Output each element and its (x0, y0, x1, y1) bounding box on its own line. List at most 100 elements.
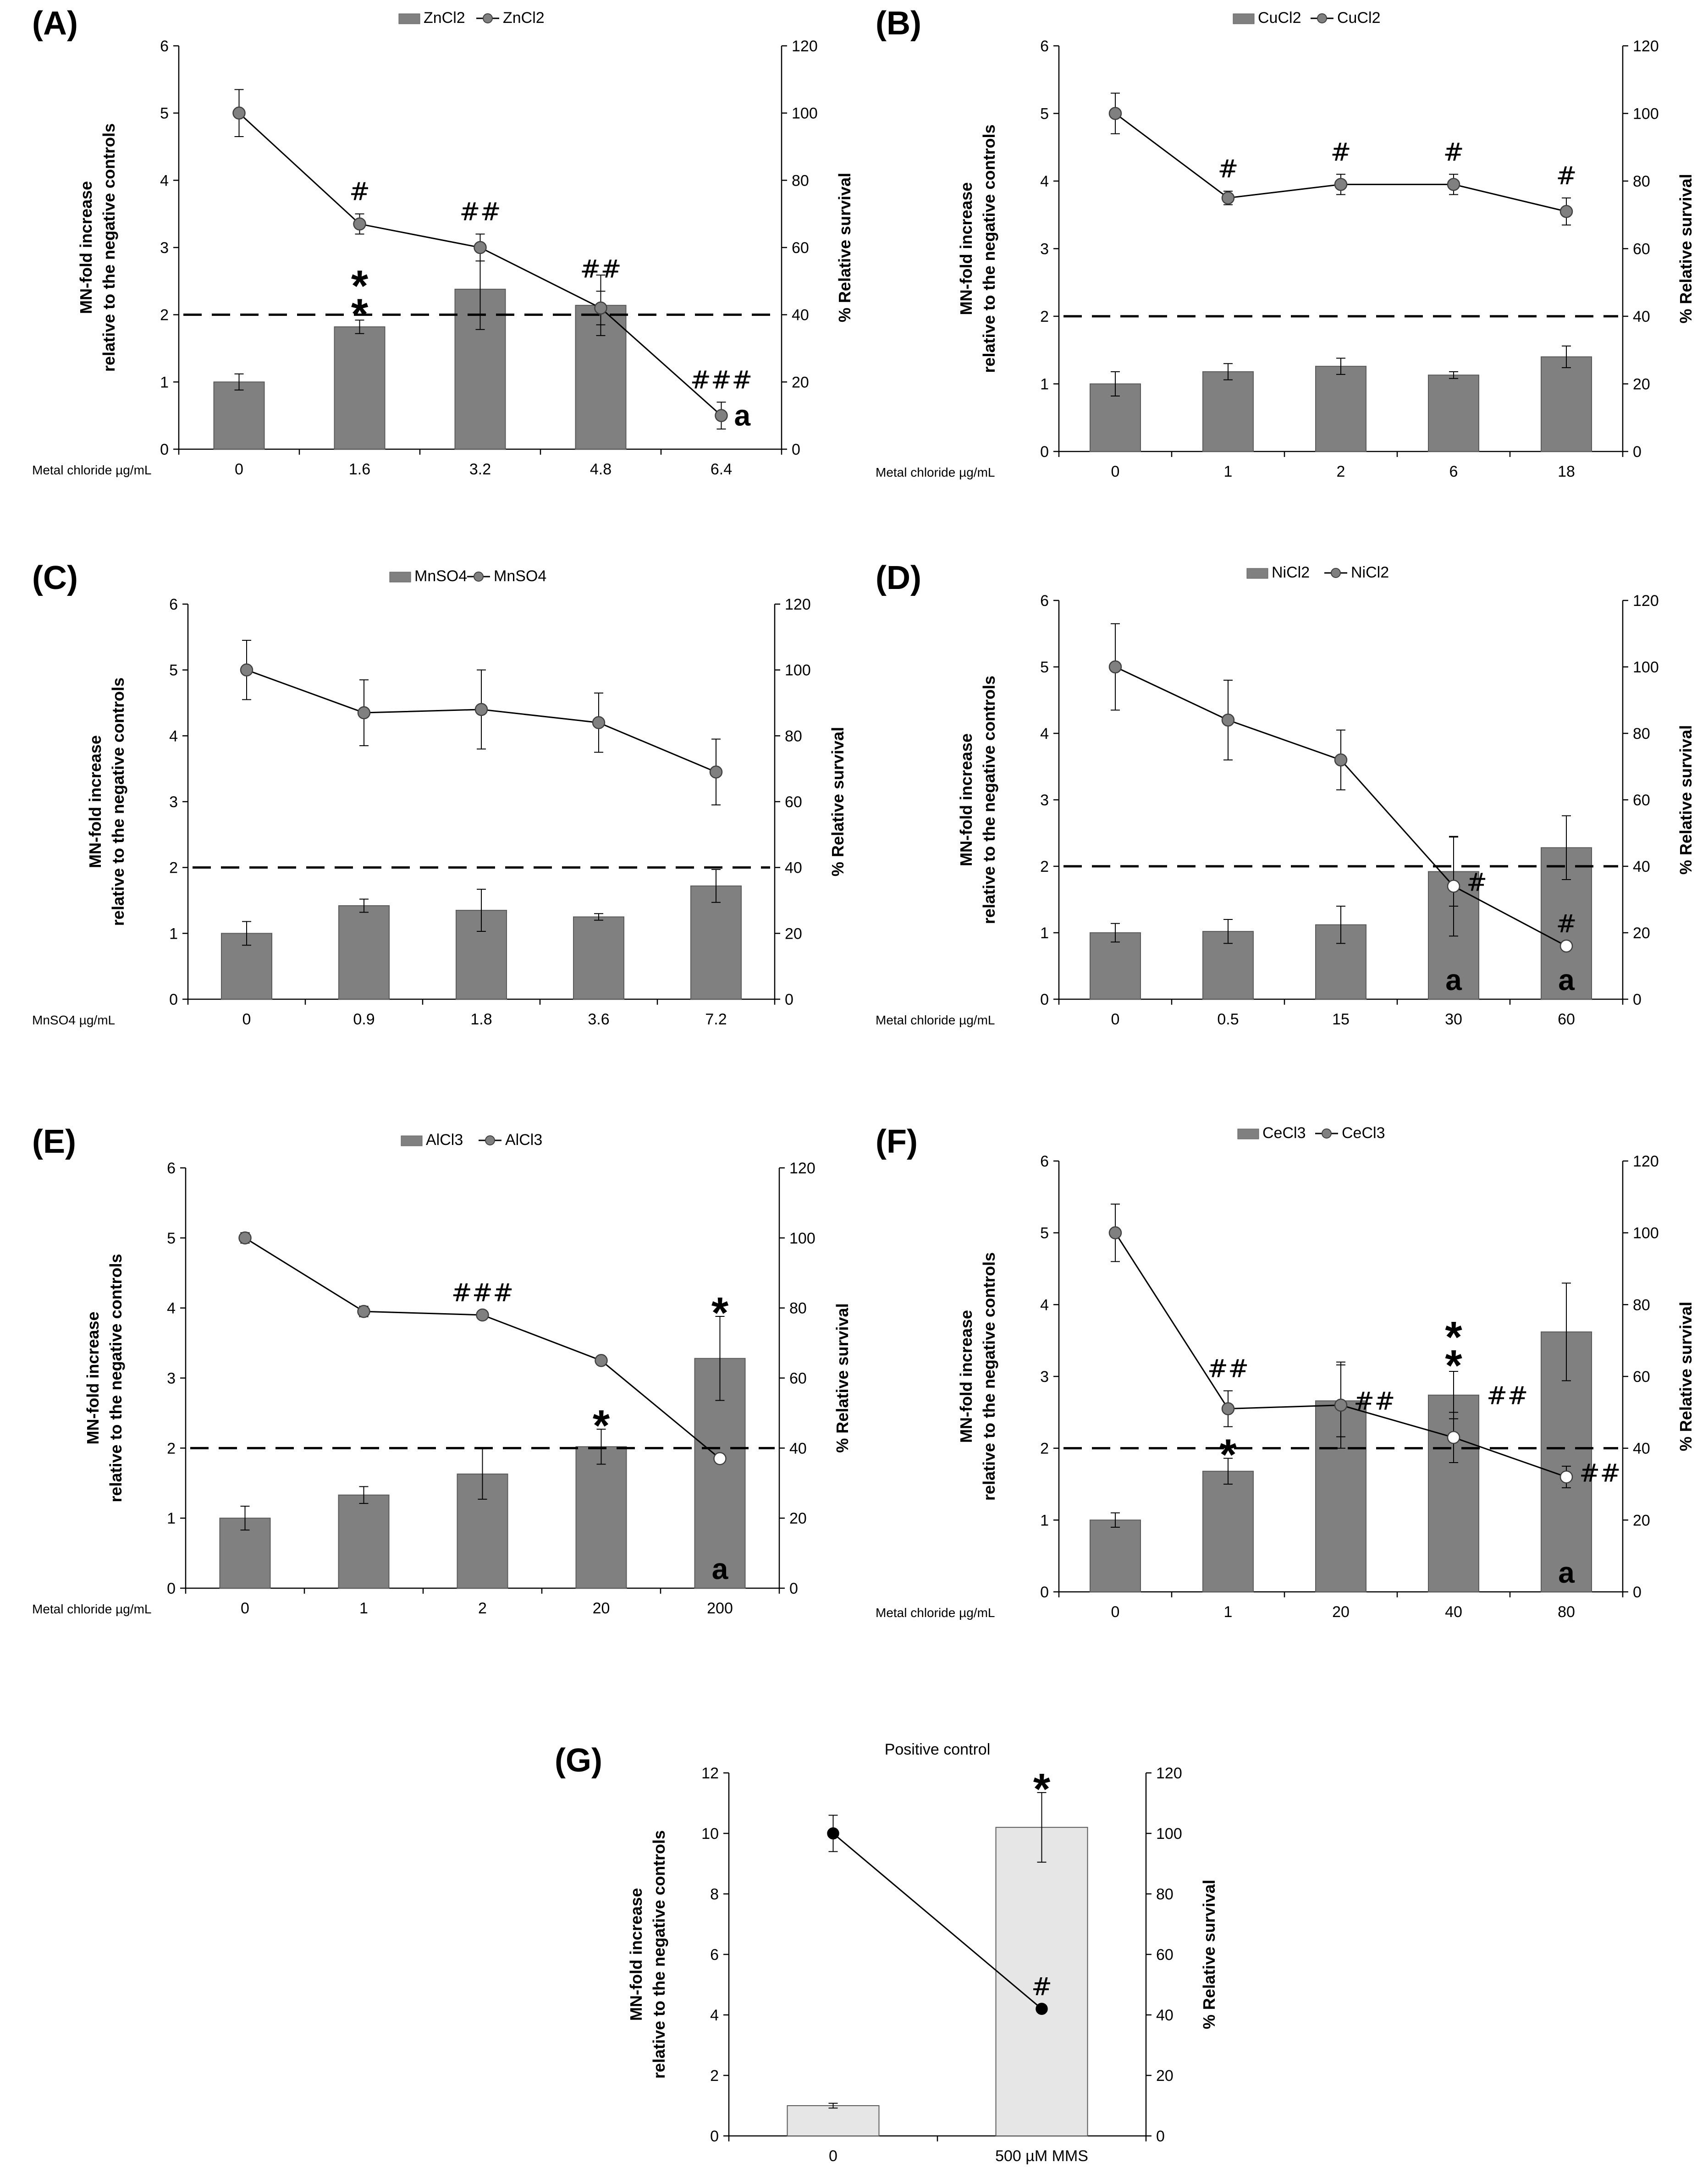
annotation-label: * (711, 1288, 729, 1337)
left-axis-title-line2: relative to the negative controls (99, 123, 118, 372)
survival-point (1221, 1402, 1235, 1415)
category-label: 2 (478, 1600, 487, 1617)
right-tick-label: 80 (785, 727, 802, 745)
right-tick-label: 100 (785, 662, 811, 679)
left-axis-title-line2: relative to the negative controls (106, 1254, 125, 1502)
right-axis-title: % Relative survival (1676, 725, 1695, 875)
legend-bar-swatch (389, 572, 411, 583)
category-label: 40 (1445, 1603, 1462, 1621)
left-tick-label: 0 (169, 991, 178, 1008)
left-axis-title-line2: relative to the negative controls (109, 677, 127, 926)
legend-dot-swatch (1322, 1128, 1332, 1139)
left-tick-label: 2 (1040, 1440, 1049, 1458)
category-label: 0 (1111, 463, 1120, 480)
survival-point (1221, 191, 1235, 205)
category-label: 18 (1558, 463, 1575, 480)
right-tick-label: 60 (792, 239, 809, 257)
panel-letter: (A) (32, 5, 78, 42)
left-axis-title-line1: MN-fold increase (957, 733, 975, 866)
left-tick-label: 1 (160, 374, 169, 391)
left-axis-title-line2: relative to the negative controls (980, 676, 998, 924)
survival-point (238, 1231, 252, 1245)
legend-dot-swatch (483, 13, 493, 23)
annotation-label: ## (1579, 1458, 1621, 1487)
left-tick-label: 1 (167, 1510, 176, 1527)
bar (1315, 366, 1366, 452)
left-tick-label: 6 (710, 1946, 719, 1964)
right-axis-title: % Relative survival (1676, 174, 1695, 323)
survival-point (1108, 107, 1122, 120)
legend-label-bars: MnSO4 (414, 567, 467, 585)
category-label: 1.8 (470, 1011, 492, 1028)
legend-bar-swatch (1246, 568, 1268, 579)
right-axis-title: % Relative survival (833, 1303, 852, 1453)
right-tick-label: 60 (1633, 241, 1650, 258)
right-tick-label: 20 (789, 1510, 807, 1527)
legend-label-bars: AlCl3 (426, 1131, 463, 1149)
right-tick-label: 20 (1633, 1512, 1650, 1529)
category-label: 0 (241, 1600, 249, 1617)
right-tick-label: 0 (785, 991, 793, 1008)
significance-star-upper: * (1445, 1313, 1462, 1362)
right-tick-label: 60 (785, 793, 802, 811)
legend-dot-swatch (1317, 13, 1327, 23)
left-tick-label: 5 (1040, 105, 1049, 123)
legend-dot-swatch (485, 1135, 495, 1145)
category-label: 200 (707, 1600, 733, 1617)
survival-point (1334, 1398, 1348, 1412)
legend-label-line: ZnCl2 (503, 9, 545, 27)
left-axis-title-line1: MN-fold increase (83, 1311, 102, 1444)
right-tick-label: 100 (1633, 659, 1659, 676)
left-tick-label: 4 (710, 2007, 719, 2024)
bar (575, 1446, 627, 1589)
category-label: 6.4 (711, 461, 732, 478)
left-tick-label: 0 (1040, 1584, 1049, 1601)
right-tick-label: 120 (789, 1160, 815, 1177)
left-axis-title-line2: relative to the negative controls (980, 1252, 998, 1501)
right-tick-label: 80 (1633, 173, 1650, 190)
bar (690, 885, 742, 1000)
x-axis-prefix-label: MnSO4 µg/mL (32, 1013, 115, 1027)
bar (995, 1827, 1088, 2137)
legend-bar-swatch (1237, 1128, 1259, 1139)
annotation-label: a (712, 1552, 728, 1585)
survival-point (1108, 660, 1122, 674)
left-tick-label: 10 (701, 1825, 719, 1843)
left-tick-label: 5 (160, 105, 169, 122)
survival-point (594, 301, 607, 315)
right-tick-label: 120 (1633, 592, 1659, 610)
right-tick-label: 60 (1156, 1946, 1174, 1964)
right-tick-label: 20 (792, 374, 809, 391)
right-tick-label: 0 (1633, 991, 1642, 1008)
left-tick-label: 1 (1040, 1512, 1049, 1529)
left-tick-label: 12 (701, 1765, 719, 1782)
right-tick-label: 0 (1633, 1584, 1642, 1601)
significance-star-lower: * (351, 290, 369, 339)
right-tick-label: 40 (789, 1440, 807, 1457)
left-tick-label: 5 (1040, 1225, 1049, 1242)
left-axis-title-line1: MN-fold increase (957, 1310, 975, 1443)
left-tick-label: 5 (167, 1230, 176, 1247)
bar (1202, 371, 1254, 452)
left-tick-label: 1 (1040, 376, 1049, 393)
left-tick-label: 6 (1040, 592, 1049, 610)
right-tick-label: 40 (1633, 308, 1650, 325)
category-label: 500 µM MMS (995, 2147, 1088, 2165)
annotation-label: # (1218, 154, 1238, 183)
left-tick-label: 0 (710, 2128, 719, 2145)
chart-title: Positive control (885, 1741, 991, 1758)
survival-point (1447, 880, 1460, 893)
right-tick-label: 100 (1633, 1225, 1659, 1242)
survival-point (357, 1305, 370, 1318)
left-tick-label: 4 (167, 1300, 176, 1317)
right-axis-title: % Relative survival (835, 173, 854, 322)
right-tick-label: 80 (1156, 1886, 1174, 1903)
legend-bar-swatch (398, 13, 420, 24)
left-tick-label: 5 (1040, 659, 1049, 676)
bar (334, 326, 386, 450)
left-tick-label: 6 (1040, 38, 1049, 55)
annotation-label: * (1033, 1765, 1051, 1814)
